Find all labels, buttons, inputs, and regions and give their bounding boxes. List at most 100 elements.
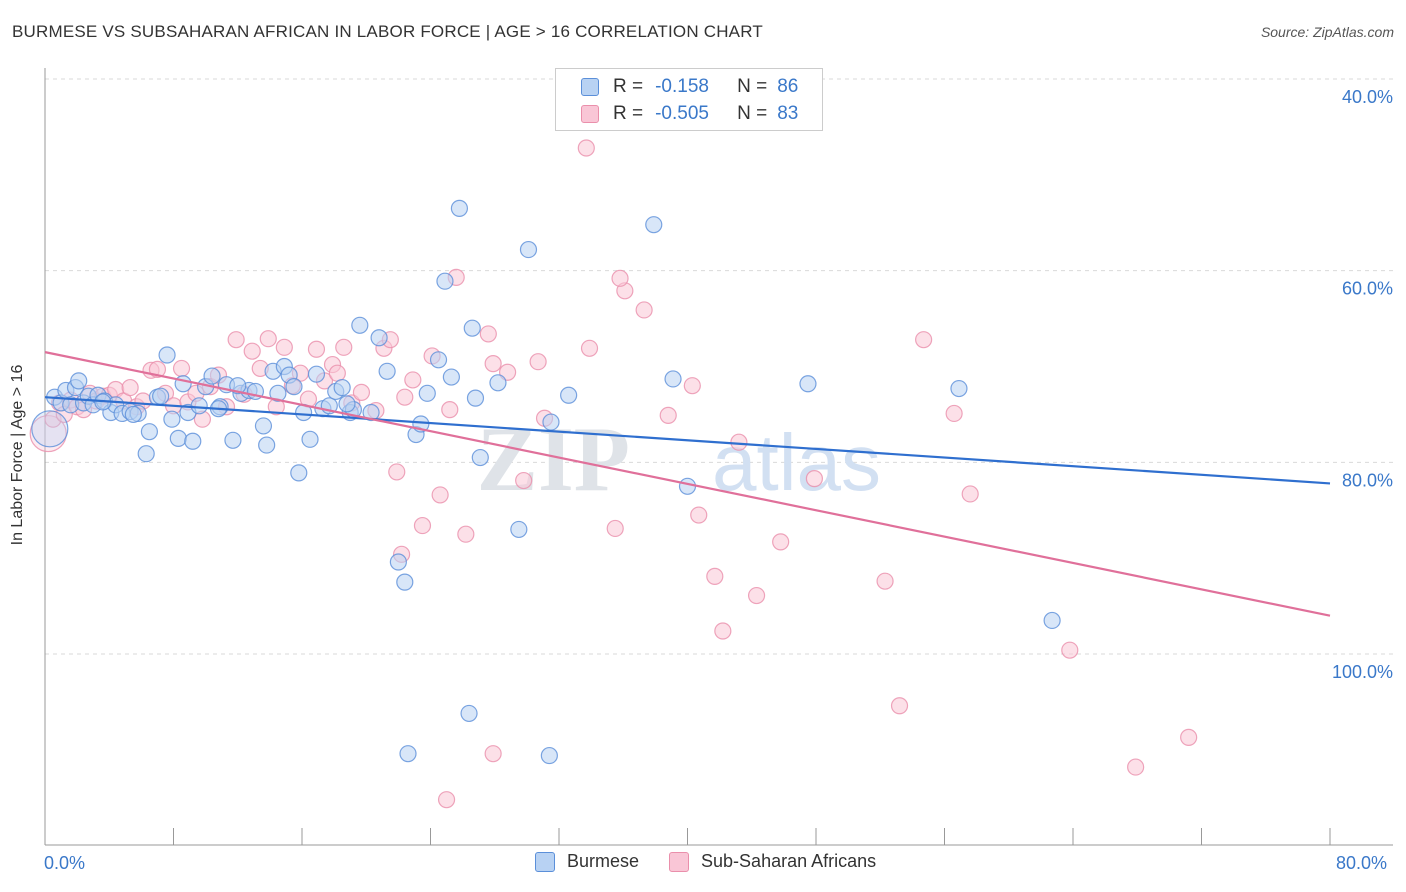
burmese-point: [333, 378, 351, 397]
african-point: [515, 471, 533, 490]
burmese-point: [950, 379, 968, 398]
trend-lines: [44, 351, 1331, 617]
african-point: [388, 463, 406, 481]
african-point: [961, 485, 979, 503]
burmese-point: [450, 199, 469, 217]
burmese-point: [158, 346, 176, 364]
burmese-point: [174, 375, 192, 393]
r-label: R =: [613, 76, 644, 97]
african-point: [690, 506, 708, 524]
burmese-point: [254, 417, 273, 435]
chart-title: BURMESE VS SUBSAHARAN AFRICAN IN LABOR F…: [12, 22, 763, 41]
series-legend: Burmese Sub-Saharan Africans: [535, 851, 876, 872]
african-point: [275, 338, 293, 356]
burmese-point: [463, 319, 481, 337]
n-label: N =: [737, 76, 768, 97]
r-value: -0.158: [655, 76, 709, 97]
y-tick-label: 100.0%: [1332, 662, 1393, 682]
burmese-point: [378, 362, 396, 380]
r-value: -0.505: [655, 103, 709, 124]
burmese-point: [258, 436, 276, 454]
burmese-point: [70, 372, 88, 390]
african-point: [404, 371, 422, 389]
grid-lines: [45, 78, 1393, 655]
burmese-point: [290, 464, 308, 482]
african-point: [577, 139, 595, 157]
burmese-point: [184, 432, 202, 450]
y-axis-label: In Labor Force | Age > 16: [9, 364, 26, 546]
y-tick-label: 60.0%: [1342, 279, 1393, 299]
african-point: [1061, 641, 1079, 659]
burmese-point: [399, 745, 417, 763]
burmese-point: [436, 272, 454, 290]
burmese-point: [664, 370, 682, 388]
african-legend-label: Sub-Saharan Africans: [701, 851, 877, 871]
african-point: [484, 355, 502, 373]
african-point: [683, 377, 701, 395]
burmese-point: [429, 351, 448, 369]
african-point: [1180, 728, 1198, 746]
african-point: [457, 525, 475, 543]
burmese-point: [1043, 611, 1061, 630]
burmese-point: [471, 448, 489, 467]
african-point: [714, 622, 732, 640]
african-point: [890, 697, 909, 715]
burmese-swatch: [581, 78, 599, 96]
african-point: [606, 519, 624, 538]
burmese-point: [510, 520, 528, 539]
burmese-point: [418, 384, 436, 402]
burmese-point: [442, 368, 460, 386]
burmese-point: [224, 431, 242, 449]
correlation-legend: R = -0.158 N = 86 R = -0.505 N = 83: [555, 68, 823, 131]
burmese-point: [519, 240, 538, 259]
african-point: [730, 433, 748, 451]
series-burmese-points: [31, 199, 1061, 765]
burmese-trend-line: [44, 396, 1331, 485]
african-point: [259, 330, 277, 348]
african-trend-line: [44, 351, 1331, 617]
burmese-point: [301, 430, 319, 448]
african-swatch: [581, 105, 599, 123]
x-max-label: 80.0%: [1336, 853, 1388, 873]
burmese-point: [137, 445, 155, 463]
burmese-point: [542, 413, 560, 431]
african-point: [431, 486, 449, 504]
african-point: [328, 364, 346, 382]
african-point: [747, 586, 766, 605]
burmese-point: [489, 374, 507, 392]
burmese-point: [645, 216, 663, 234]
african-point: [121, 378, 139, 397]
burmese-point: [460, 704, 478, 723]
african-point: [706, 567, 724, 585]
n-value: 83: [777, 103, 799, 124]
african-point: [484, 745, 502, 763]
burmese-point: [338, 395, 356, 413]
african-point: [243, 342, 261, 360]
burmese-point: [466, 389, 485, 407]
african-point: [499, 363, 517, 381]
african-point: [352, 383, 371, 401]
african-point: [659, 406, 677, 424]
burmese-point: [285, 378, 303, 396]
burmese-point: [203, 367, 221, 385]
african-point: [529, 353, 547, 371]
burmese-point: [799, 375, 817, 393]
african-point: [915, 331, 933, 349]
n-label: N =: [737, 103, 768, 124]
african-point: [1127, 758, 1145, 776]
burmese-legend-label: Burmese: [567, 851, 640, 871]
african-point: [479, 325, 497, 343]
african-point: [335, 338, 353, 356]
burmese-point: [351, 316, 369, 334]
burmese-point: [229, 377, 247, 395]
burmese-point: [396, 573, 414, 591]
burmese-point: [370, 329, 388, 347]
series-african-points: [29, 139, 1198, 809]
african-point: [437, 791, 456, 809]
burmese-point: [678, 477, 697, 495]
african-point: [396, 388, 414, 406]
y-tick-label: 40.0%: [1342, 87, 1393, 107]
african-point: [227, 331, 245, 349]
burmese-point: [190, 397, 208, 415]
